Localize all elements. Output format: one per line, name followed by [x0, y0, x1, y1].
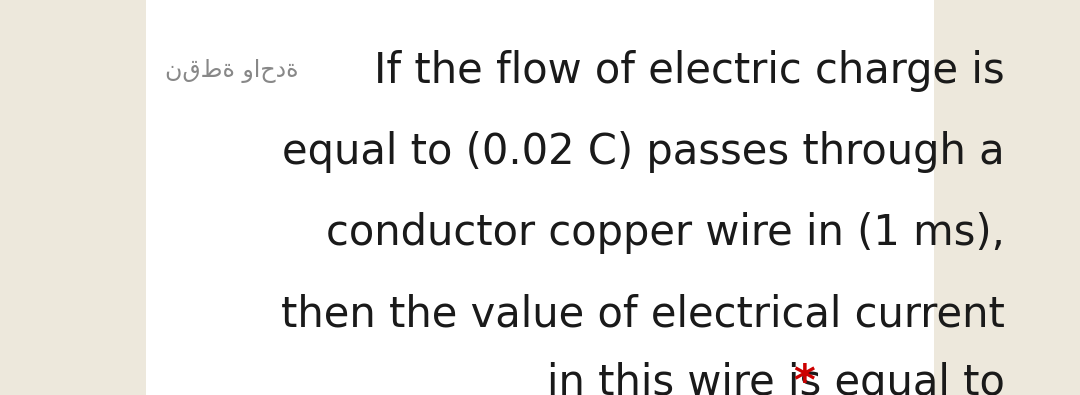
Text: in this wire is equal to: in this wire is equal to	[546, 362, 1004, 395]
Text: equal to (0.02 C) passes through a: equal to (0.02 C) passes through a	[282, 131, 1004, 173]
Text: نقطة واحدة: نقطة واحدة	[165, 59, 299, 83]
Text: conductor copper wire in (1 ms),: conductor copper wire in (1 ms),	[325, 212, 1004, 254]
Bar	[146, 0, 934, 395]
Text: If the flow of electric charge is: If the flow of electric charge is	[374, 50, 1004, 92]
Text: *: *	[794, 362, 815, 395]
Text: then the value of electrical current: then the value of electrical current	[281, 293, 1004, 335]
